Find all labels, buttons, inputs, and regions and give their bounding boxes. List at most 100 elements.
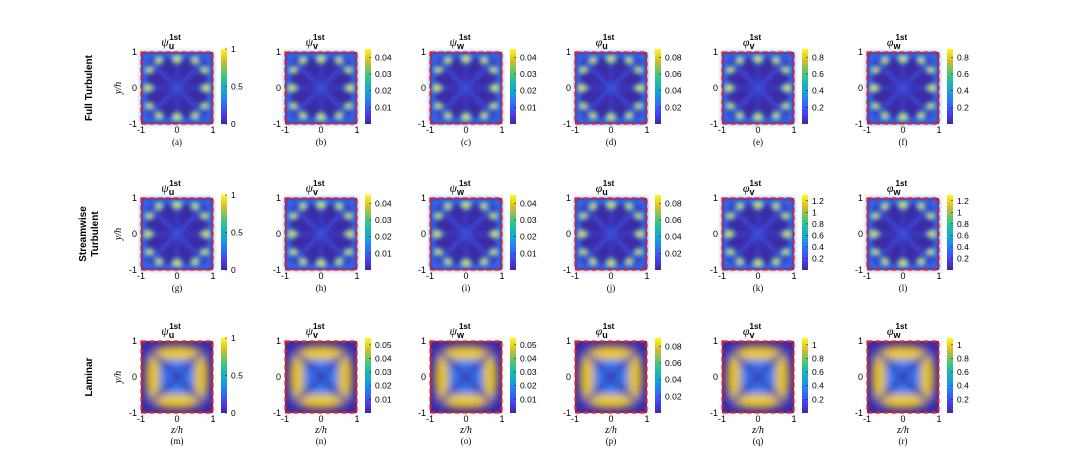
- title-subscript: v: [313, 41, 318, 51]
- y-tick-label: 1: [566, 47, 571, 57]
- y-tick-label: 1: [858, 193, 863, 203]
- title-symbol: φ: [887, 35, 894, 49]
- y-tick-label: -1: [129, 265, 137, 275]
- x-tick-label: -1: [863, 125, 871, 135]
- panel-title: ψu1st: [161, 179, 181, 197]
- title-symbol: φ: [743, 181, 750, 195]
- x-tick-label: 0: [608, 414, 613, 424]
- x-tick-label: 1: [936, 414, 941, 424]
- colorbar-tick-label: 0.03: [375, 69, 392, 79]
- x-tick-label: 0: [174, 414, 179, 424]
- colorbar-tick-label: 0.2: [957, 102, 969, 112]
- y-tick-label: 1: [566, 336, 571, 346]
- x-tick-label: 0: [900, 125, 905, 135]
- colorbar-tick-label: 0: [231, 408, 236, 418]
- colorbar: [655, 49, 661, 124]
- title-symbol: ψ: [161, 324, 169, 338]
- x-tick-label: 0: [318, 414, 323, 424]
- colorbar: [510, 49, 516, 124]
- panel-title: ψu1st: [161, 33, 181, 51]
- heatmap-panel: φv1st -1-1 0 0 1 1 (e) 0.2 0.4 0.6 0.8: [710, 33, 824, 147]
- colorbar-tick-label: 0.6: [812, 367, 824, 377]
- wall-boundary-dashes: [284, 340, 358, 414]
- y-tick-label: -1: [273, 408, 281, 418]
- title-subscript: w: [893, 41, 902, 51]
- y-tick-label: 0: [421, 372, 426, 382]
- y-tick-label: 1: [421, 47, 426, 57]
- y-tick-label: 0: [276, 83, 281, 93]
- x-tick-label: 0: [900, 414, 905, 424]
- y-tick-label: -1: [563, 265, 571, 275]
- x-tick-label: 1: [936, 125, 941, 135]
- colorbar-tick-label: 0.6: [812, 230, 824, 240]
- colorbar-tick-label: 0.04: [520, 353, 537, 363]
- heatmap-panel: ψw1st -1-1 0 0 1 1 (c) 0.01 0.02 0.03 0.04: [418, 33, 537, 147]
- colorbar-tick-label: 0.04: [520, 198, 537, 208]
- x-tick-label: 1: [499, 125, 504, 135]
- colorbar-tick-label: 0.4: [957, 242, 969, 252]
- panel-title: ψv1st: [305, 179, 324, 197]
- y-tick-label: 0: [421, 229, 426, 239]
- title-subscript: u: [169, 330, 175, 340]
- heatmap-field: [141, 52, 213, 124]
- title-subscript: v: [313, 330, 318, 340]
- title-subscript: u: [169, 41, 175, 51]
- x-tick-label: 1: [936, 271, 941, 281]
- colorbar-tick-label: 0.06: [665, 215, 682, 225]
- x-tick-label: -1: [281, 271, 289, 281]
- heatmap-field: [285, 198, 357, 270]
- x-tick-label: -1: [426, 414, 434, 424]
- title-subscript: w: [456, 41, 465, 51]
- x-tick-label: -1: [281, 414, 289, 424]
- panel-letter: (g): [172, 283, 183, 293]
- y-tick-label: -1: [273, 119, 281, 129]
- x-tick-label: -1: [863, 414, 871, 424]
- y-tick-label: 1: [421, 193, 426, 203]
- colorbar-tick-label: 0: [231, 265, 236, 275]
- wall-boundary-dashes: [140, 51, 214, 125]
- x-tick-label: 1: [354, 414, 359, 424]
- panel-title: ψw1st: [449, 322, 470, 340]
- y-tick-label: -1: [418, 119, 426, 129]
- panel-letter: (q): [753, 436, 764, 446]
- colorbar-tick-label: 0.8: [812, 219, 824, 229]
- x-tick-label: -1: [426, 271, 434, 281]
- heatmap-panel: ψw1st -1-1 0 0 1 1 z/h(o) 0.01 0.02 0.03 0.04 0.05: [418, 322, 537, 446]
- colorbar-tick-label: 1: [231, 333, 236, 343]
- colorbar-tick-label: 0.02: [665, 248, 682, 258]
- colorbar-tick-label: 0.02: [665, 391, 682, 401]
- x-tick-label: 1: [354, 271, 359, 281]
- colorbar-tick-label: 0.4: [812, 242, 824, 252]
- colorbar-tick-label: 0.01: [375, 394, 392, 404]
- title-symbol: φ: [596, 324, 603, 338]
- y-tick-label: 0: [858, 83, 863, 93]
- panel-letter: (i): [462, 283, 471, 293]
- heatmap-panel: φu1st -1-1 0 0 1 1 (d) 0.02 0.04 0.06 0.08: [563, 33, 682, 147]
- x-tick-label: -1: [718, 271, 726, 281]
- title-subscript: u: [169, 187, 175, 197]
- x-tick-label: 0: [463, 414, 468, 424]
- x-tick-label: 0: [755, 414, 760, 424]
- colorbar-tick-label: 0.6: [957, 69, 969, 79]
- panel-letter: (h): [316, 283, 327, 293]
- colorbar-tick-label: 0.2: [812, 394, 824, 404]
- y-tick-label: -1: [129, 119, 137, 129]
- title-subscript: u: [602, 187, 608, 197]
- title-subscript: v: [313, 187, 318, 197]
- y-tick-label: 0: [566, 372, 571, 382]
- heatmap-panel: ψu1st -1-1 0 0 1 1 y/h (a) 0 0.5 1: [113, 33, 243, 147]
- colorbar: [510, 195, 516, 270]
- panel-letter: (m): [171, 436, 184, 446]
- colorbar-tick-label: 0.6: [957, 367, 969, 377]
- y-tick-label: 0: [858, 229, 863, 239]
- x-axis-label: z/h: [751, 425, 764, 436]
- panel-letter: (p): [606, 436, 617, 446]
- x-tick-label: 1: [791, 125, 796, 135]
- title-symbol: φ: [596, 181, 603, 195]
- colorbar-tick-label: 1: [957, 340, 962, 350]
- title-superscript: 1st: [169, 179, 181, 188]
- y-tick-label: -1: [418, 408, 426, 418]
